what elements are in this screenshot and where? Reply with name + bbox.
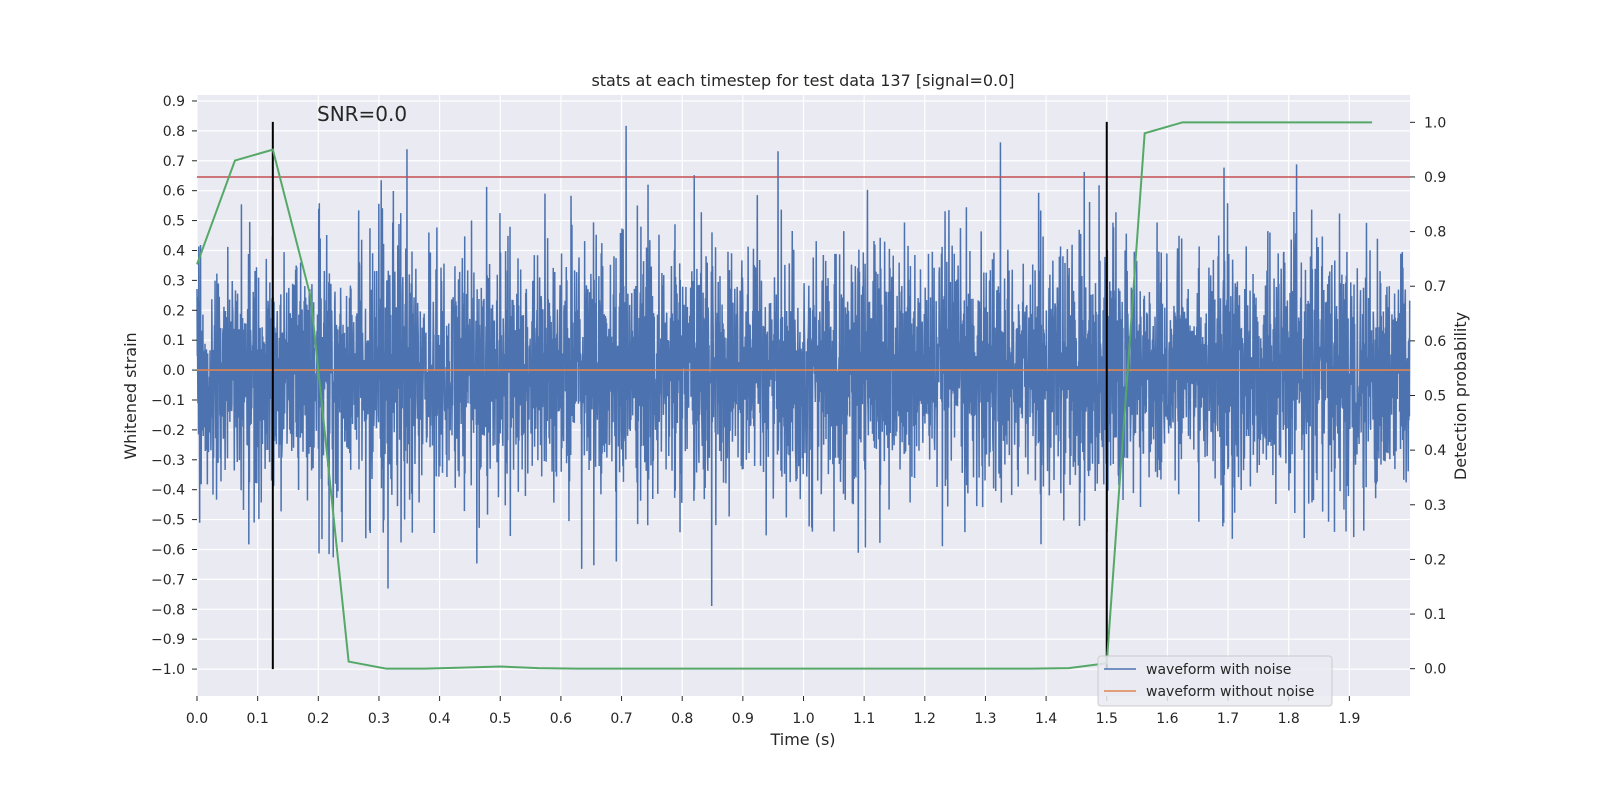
x-tick-label: 1.5 (1096, 711, 1118, 727)
x-tick-label: 1.9 (1338, 711, 1360, 727)
y-left-tick-label: 0.6 (163, 184, 185, 200)
y-left-tick-label: −0.7 (151, 572, 185, 588)
y-left-tick-label: −0.5 (151, 513, 185, 529)
legend-label-noise: waveform with noise (1146, 662, 1291, 678)
legend-label-clean: waveform without noise (1146, 684, 1314, 700)
legend-box (1097, 655, 1333, 707)
y-right-tick-label: 0.3 (1424, 498, 1446, 514)
y-left-tick-label: 0.9 (163, 94, 185, 110)
y-right-tick-label: 0.7 (1424, 279, 1446, 295)
x-tick-label: 1.6 (1156, 711, 1178, 727)
x-tick-label: 0.1 (247, 711, 269, 727)
x-tick-label: 0.9 (732, 711, 754, 727)
x-tick-label: 1.7 (1217, 711, 1239, 727)
x-tick-label: 1.8 (1278, 711, 1300, 727)
snr-annotation: SNR=0.0 (317, 102, 407, 126)
x-tick-label: 0.3 (368, 711, 390, 727)
x-tick-label: 1.1 (853, 711, 875, 727)
vertical-markers (271, 121, 1108, 670)
y-right-tick-label: 1.0 (1424, 115, 1446, 131)
x-tick-label: 0.0 (186, 711, 208, 727)
chart-title: stats at each timestep for test data 137… (591, 71, 1014, 90)
y-right-tick-label: 0.0 (1424, 662, 1446, 678)
noisy-waveform-line (196, 125, 1411, 606)
y-left-axis-label: Whitened strain (121, 332, 140, 459)
y-left-tick-label: 0.3 (163, 273, 185, 289)
detection-probability-line (196, 121, 1373, 670)
y-left-tick-label: 0.0 (163, 363, 185, 379)
y-right-axis-label: Detection probability (1451, 312, 1470, 480)
y-left-axis-ticks: −1.0 −0.9 −0.8 −0.7 −0.6 −0.5 −0.4 −0.3 −0.2 −0.1… (151, 94, 197, 678)
y-right-tick-label: 0.8 (1424, 225, 1446, 241)
x-axis-label: Time (s) (769, 730, 835, 749)
x-tick-label: 1.0 (792, 711, 814, 727)
y-right-tick-label: 0.4 (1424, 443, 1446, 459)
y-left-tick-label: −0.9 (151, 632, 185, 648)
x-tick-label: 0.7 (610, 711, 632, 727)
y-left-tick-label: −0.1 (151, 393, 185, 409)
y-right-tick-label: 0.6 (1424, 334, 1446, 350)
y-left-tick-label: 0.4 (163, 243, 185, 259)
y-right-tick-label: 0.2 (1424, 552, 1446, 568)
y-left-tick-label: −0.4 (151, 483, 185, 499)
series-waveform-with-noise (196, 125, 1411, 606)
legend: waveform with noise waveform without noi… (1097, 655, 1333, 707)
y-left-tick-label: 0.8 (163, 124, 185, 140)
x-tick-label: 1.4 (1035, 711, 1057, 727)
x-tick-label: 0.8 (671, 711, 693, 727)
x-tick-label: 1.2 (914, 711, 936, 727)
x-tick-label: 0.5 (489, 711, 511, 727)
y-left-tick-label: 0.5 (163, 214, 185, 230)
x-tick-label: 0.2 (307, 711, 329, 727)
series-detection-probability (196, 121, 1373, 670)
y-right-axis-ticks: 0.0 0.1 0.2 0.3 0.4 0.5 0.6 0.7 0.8 0.9 1.0 (1410, 115, 1446, 678)
y-right-tick-label: 0.1 (1424, 607, 1446, 623)
x-tick-label: 0.6 (550, 711, 572, 727)
x-axis-ticks: 0.0 0.1 0.2 0.3 0.4 0.5 0.6 0.7 0.8 0.9 1.0 1.1 1.2 1… (186, 696, 1360, 727)
x-tick-label: 1.3 (974, 711, 996, 727)
y-left-tick-label: −0.3 (151, 453, 185, 469)
y-right-tick-label: 0.9 (1424, 170, 1446, 186)
y-left-tick-label: 0.1 (163, 333, 185, 349)
y-left-tick-label: −0.2 (151, 423, 185, 439)
y-left-tick-label: −0.8 (151, 602, 185, 618)
y-left-tick-label: 0.7 (163, 154, 185, 170)
y-left-tick-label: 0.2 (163, 303, 185, 319)
x-tick-label: 0.4 (428, 711, 450, 727)
y-left-tick-label: −0.6 (151, 542, 185, 558)
y-right-tick-label: 0.5 (1424, 389, 1446, 405)
y-left-tick-label: −1.0 (151, 662, 185, 678)
